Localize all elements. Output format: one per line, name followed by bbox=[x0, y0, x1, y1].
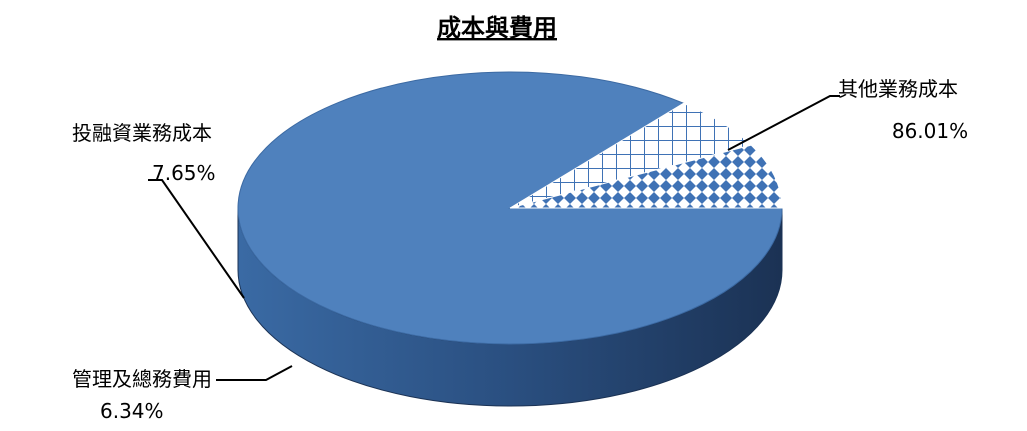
leader-lines bbox=[148, 95, 840, 381]
leader-line-0 bbox=[727, 95, 840, 151]
slice-label-0: 其他業務成本 bbox=[838, 77, 958, 101]
pie-slices bbox=[237, 71, 783, 345]
slice-labels: 其他業務成本 86.01% 管理及總務費用 6.34% 投融資業務成本 7.65% bbox=[72, 77, 968, 423]
chart-title: 成本與費用 bbox=[437, 14, 557, 42]
leader-line-2 bbox=[148, 179, 245, 299]
slice-value-1: 6.34% bbox=[100, 399, 164, 423]
leader-line-1 bbox=[216, 365, 293, 381]
slice-label-2: 投融資業務成本 bbox=[72, 121, 212, 145]
slice-value-2: 7.65% bbox=[152, 161, 216, 185]
slice-value-0: 86.01% bbox=[892, 119, 968, 143]
pie-slice-2 bbox=[509, 144, 783, 209]
slice-label-1: 管理及總務費用 bbox=[72, 367, 212, 391]
